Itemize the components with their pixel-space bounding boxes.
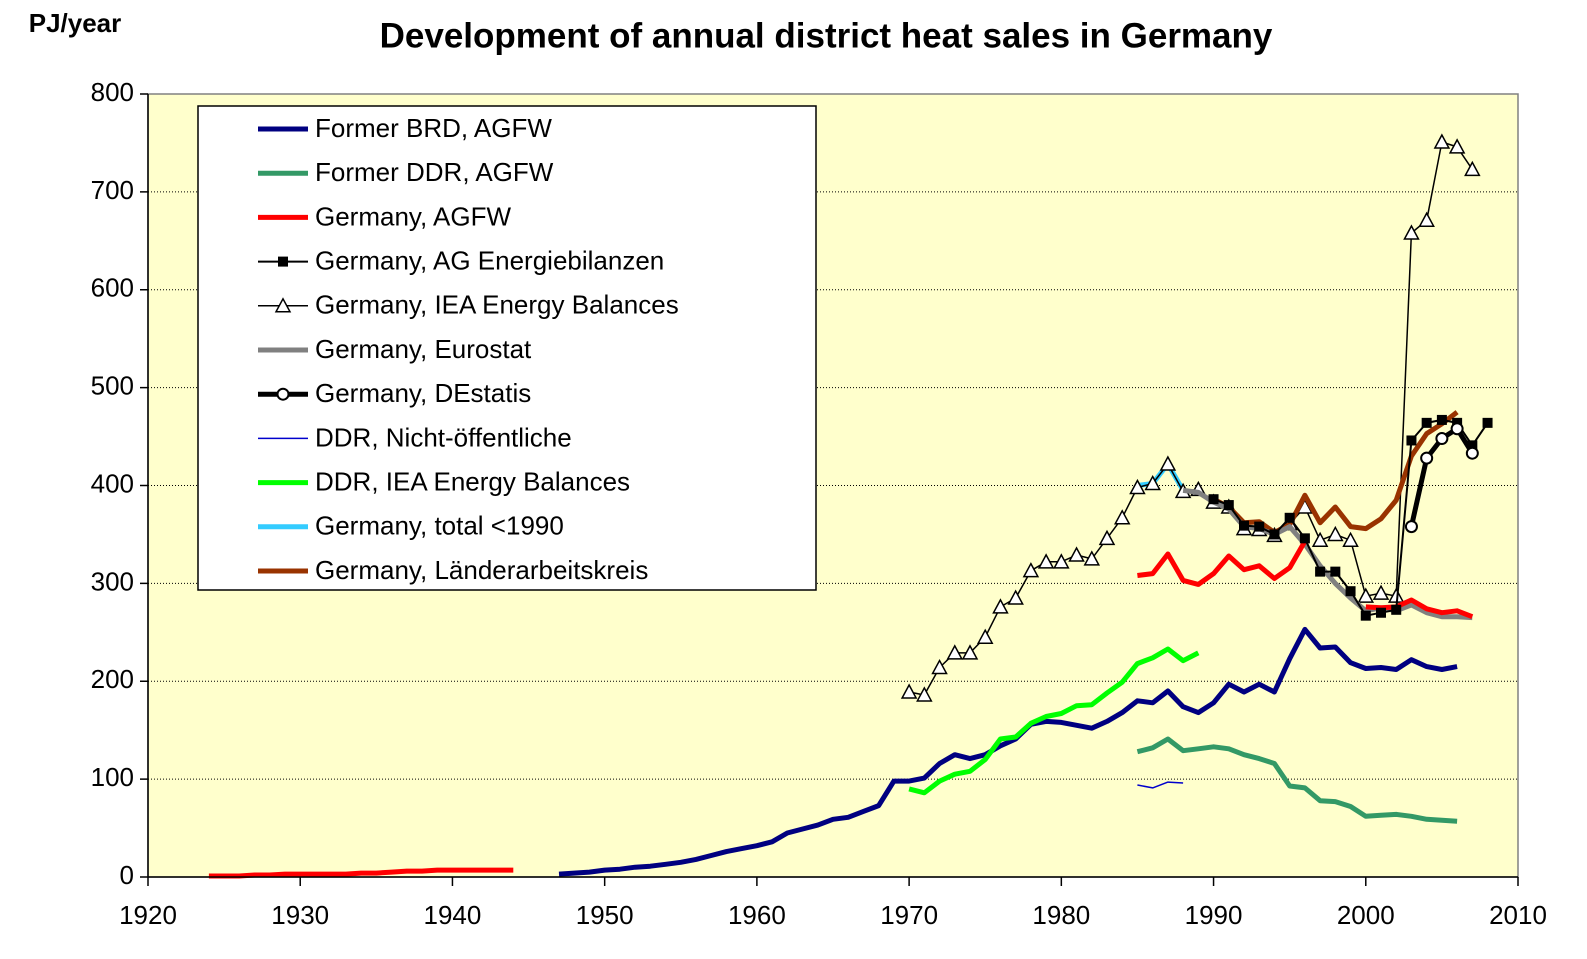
legend-label: Germany, AG Energiebilanzen bbox=[315, 245, 664, 275]
marker bbox=[916, 686, 933, 702]
marker bbox=[1311, 531, 1329, 548]
marker bbox=[1098, 529, 1116, 546]
marker bbox=[274, 297, 292, 313]
marker bbox=[1391, 604, 1402, 615]
marker bbox=[931, 658, 948, 675]
marker bbox=[1239, 520, 1249, 531]
y-tick-label: 0 bbox=[120, 860, 134, 890]
legend-label: Germany, total <1990 bbox=[315, 511, 564, 541]
x-tick-label: 1970 bbox=[880, 900, 938, 930]
marker bbox=[946, 644, 964, 660]
marker bbox=[1420, 451, 1434, 465]
marker bbox=[1129, 478, 1146, 495]
y-tick-label: 700 bbox=[91, 175, 134, 205]
marker bbox=[1327, 525, 1344, 542]
x-tick-label: 1960 bbox=[728, 900, 786, 930]
marker bbox=[900, 683, 918, 699]
marker bbox=[1357, 587, 1375, 603]
marker bbox=[1482, 417, 1493, 428]
legend-label: Germany, Länderarbeitskreis bbox=[315, 555, 648, 585]
marker bbox=[1144, 474, 1161, 491]
y-tick-label: 200 bbox=[91, 664, 134, 694]
legend-label: Germany, DEstatis bbox=[315, 378, 531, 408]
chart-title: Development of annual district heat sale… bbox=[380, 16, 1273, 55]
marker bbox=[1159, 455, 1177, 471]
legend-label: DDR, IEA Energy Balances bbox=[315, 466, 630, 496]
marker bbox=[1113, 509, 1131, 525]
marker bbox=[1406, 435, 1417, 446]
legend-label: Germany, IEA Energy Balances bbox=[315, 290, 679, 320]
marker bbox=[1403, 224, 1420, 240]
y-tick-label: 600 bbox=[91, 273, 134, 303]
marker bbox=[1284, 512, 1295, 523]
marker bbox=[1022, 562, 1040, 578]
marker bbox=[1448, 138, 1466, 154]
marker bbox=[1418, 211, 1435, 228]
marker bbox=[1436, 414, 1447, 425]
marker bbox=[992, 598, 1009, 614]
y-tick-label: 500 bbox=[91, 371, 134, 401]
marker bbox=[1254, 521, 1265, 532]
marker bbox=[1208, 494, 1219, 505]
series-line bbox=[558, 626, 1458, 877]
marker bbox=[1464, 160, 1481, 177]
marker bbox=[1433, 133, 1451, 149]
y-tick-label: 100 bbox=[91, 762, 134, 792]
marker bbox=[1223, 500, 1234, 511]
x-tick-label: 1920 bbox=[119, 900, 177, 930]
series-line bbox=[1136, 736, 1458, 824]
marker bbox=[1376, 607, 1386, 618]
marker bbox=[1467, 440, 1478, 451]
legend-label: Former DDR, AGFW bbox=[315, 157, 554, 187]
y-tick-label: 800 bbox=[91, 77, 134, 107]
marker bbox=[1435, 432, 1449, 446]
marker bbox=[276, 387, 290, 401]
series-line bbox=[908, 646, 1200, 796]
marker bbox=[1037, 553, 1055, 569]
series-line bbox=[1137, 781, 1184, 789]
marker bbox=[1269, 529, 1280, 540]
marker bbox=[1450, 422, 1464, 436]
marker bbox=[1465, 446, 1479, 460]
series-line bbox=[1212, 410, 1459, 535]
marker bbox=[1360, 610, 1371, 621]
series-line bbox=[1182, 487, 1473, 621]
marker bbox=[278, 256, 288, 267]
y-axis-label: PJ/year bbox=[29, 8, 122, 38]
y-tick-label: 400 bbox=[91, 468, 134, 498]
marker bbox=[1315, 566, 1326, 577]
marker bbox=[1053, 553, 1070, 569]
marker bbox=[1068, 546, 1085, 562]
marker bbox=[1421, 417, 1432, 428]
marker bbox=[976, 628, 994, 644]
x-tick-label: 1990 bbox=[1185, 900, 1243, 930]
marker bbox=[961, 644, 979, 660]
legend-label: Germany, Eurostat bbox=[315, 334, 532, 364]
marker bbox=[1330, 566, 1341, 577]
x-tick-label: 2000 bbox=[1337, 900, 1395, 930]
marker bbox=[1345, 586, 1356, 597]
marker bbox=[1299, 533, 1310, 544]
marker bbox=[1404, 520, 1418, 534]
legend-label: DDR, Nicht-öffentliche bbox=[315, 422, 572, 452]
legend-label: Germany, AGFW bbox=[315, 201, 511, 231]
x-tick-label: 1930 bbox=[271, 900, 329, 930]
series-line bbox=[208, 540, 1474, 879]
x-tick-label: 1950 bbox=[576, 900, 634, 930]
x-tick-label: 1980 bbox=[1032, 900, 1090, 930]
x-tick-label: 2010 bbox=[1489, 900, 1547, 930]
legend-label: Former BRD, AGFW bbox=[315, 113, 552, 143]
marker bbox=[1083, 550, 1101, 566]
x-tick-label: 1940 bbox=[424, 900, 482, 930]
marker bbox=[1342, 531, 1359, 548]
y-tick-label: 300 bbox=[91, 566, 134, 596]
marker bbox=[1007, 589, 1024, 605]
marker bbox=[1372, 584, 1390, 600]
